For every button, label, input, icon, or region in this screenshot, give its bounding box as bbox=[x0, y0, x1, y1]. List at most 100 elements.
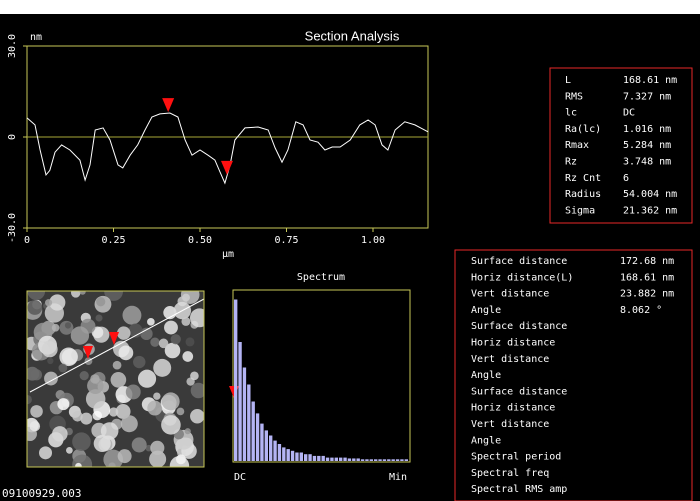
spectrum-bar bbox=[326, 458, 329, 461]
spectrum-bar bbox=[383, 459, 386, 461]
grain bbox=[162, 392, 180, 410]
grain bbox=[30, 405, 43, 418]
roughness-value: DC bbox=[623, 108, 635, 119]
roughness-label: lc bbox=[565, 108, 577, 119]
grain bbox=[177, 408, 185, 416]
grain bbox=[52, 324, 60, 332]
spectrum-bar bbox=[256, 413, 259, 461]
x-tick-label: 0.50 bbox=[188, 235, 212, 246]
spectrum-bar bbox=[287, 449, 290, 461]
top-bar bbox=[0, 0, 700, 14]
spectrum-bar bbox=[357, 458, 360, 461]
spectrum-bar bbox=[278, 444, 281, 461]
distance-label: Horiz distance bbox=[471, 338, 555, 349]
distance-value: 168.61 nm bbox=[620, 272, 674, 283]
spectrum-title: Spectrum bbox=[297, 272, 345, 283]
grain bbox=[95, 314, 102, 321]
distance-value: 8.062 ° bbox=[620, 305, 662, 316]
distance-label: Angle bbox=[471, 435, 501, 446]
grain bbox=[133, 356, 145, 368]
grain bbox=[190, 372, 199, 381]
grain bbox=[153, 359, 171, 377]
roughness-value: 54.004 nm bbox=[623, 189, 677, 200]
spectrum-bar bbox=[343, 458, 346, 461]
distance-label: Vert distance bbox=[471, 419, 549, 430]
roughness-label: Ra(lc) bbox=[565, 124, 601, 135]
grain bbox=[121, 415, 138, 432]
distance-label: Spectral freq bbox=[471, 468, 549, 479]
distance-label: Spectral period bbox=[471, 452, 561, 463]
grain bbox=[72, 411, 83, 422]
roughness-label: L bbox=[565, 75, 571, 86]
spectrum-bar bbox=[400, 459, 403, 461]
distance-label: Horiz distance bbox=[471, 403, 555, 414]
page: Section Analysis nm µm Spectrum DC Min 0… bbox=[0, 0, 700, 501]
distance-label: Angle bbox=[471, 370, 501, 381]
roughness-label: Sigma bbox=[565, 205, 595, 216]
spectrum-bar bbox=[392, 459, 395, 461]
distance-label: Vert distance bbox=[471, 289, 549, 300]
spectrum-bar bbox=[387, 459, 390, 461]
spectrum-bar bbox=[304, 454, 307, 461]
grain bbox=[159, 339, 169, 349]
distance-label: Surface distance bbox=[471, 386, 567, 397]
grain bbox=[109, 407, 118, 416]
x-tick-label: 0.75 bbox=[274, 235, 298, 246]
grain bbox=[150, 441, 164, 455]
y-tick-label: 0 bbox=[7, 134, 18, 140]
roughness-label: Rz bbox=[565, 157, 577, 168]
afm-image bbox=[23, 282, 209, 475]
grain bbox=[190, 409, 204, 423]
spectrum-bar bbox=[361, 459, 364, 461]
grain bbox=[138, 370, 156, 388]
grain bbox=[147, 318, 155, 326]
spectrum-bar bbox=[339, 458, 342, 461]
grain bbox=[47, 358, 53, 364]
x-tick-label: 0 bbox=[24, 235, 30, 246]
roughness-value: 1.016 nm bbox=[623, 124, 671, 135]
roughness-label: Rmax bbox=[565, 140, 589, 151]
grain bbox=[117, 326, 130, 339]
x-tick-label: 0.25 bbox=[101, 235, 125, 246]
screen: Section Analysis nm µm Spectrum DC Min 0… bbox=[0, 0, 700, 501]
spectrum-bar bbox=[374, 459, 377, 461]
x-axis-label: µm bbox=[222, 249, 234, 260]
distance-value: 172.68 nm bbox=[620, 256, 674, 267]
spectrum-bar bbox=[234, 300, 237, 462]
spectrum-bar bbox=[269, 436, 272, 462]
grain bbox=[45, 299, 52, 306]
grain bbox=[182, 351, 193, 362]
roughness-value: 7.327 nm bbox=[623, 91, 671, 102]
distance-label: Surface distance bbox=[471, 256, 567, 267]
grain bbox=[182, 294, 190, 302]
grain bbox=[176, 454, 186, 464]
grain bbox=[57, 398, 69, 410]
grain bbox=[42, 341, 58, 357]
spectrum-bar bbox=[291, 451, 294, 461]
spectrum-bar bbox=[322, 456, 325, 461]
grain bbox=[171, 334, 181, 344]
grain bbox=[185, 428, 191, 434]
spectrum-bar bbox=[300, 453, 303, 462]
grain bbox=[119, 346, 134, 361]
spectrum-bar bbox=[396, 459, 399, 461]
spectrum-bar bbox=[370, 459, 373, 461]
distance-label: Spectral RMS amp bbox=[471, 484, 567, 495]
roughness-value: 21.362 nm bbox=[623, 205, 677, 216]
spectrum-bar bbox=[330, 458, 333, 461]
roughness-value: 168.61 nm bbox=[623, 75, 677, 86]
grain bbox=[183, 438, 192, 447]
grain bbox=[164, 321, 178, 335]
grain bbox=[30, 421, 40, 431]
roughness-value: 3.748 nm bbox=[623, 157, 671, 168]
roughness-label: Radius bbox=[565, 189, 601, 200]
grain bbox=[101, 422, 119, 440]
grain bbox=[122, 306, 141, 325]
grain bbox=[111, 372, 127, 388]
spectrum-bar bbox=[238, 342, 241, 461]
spectrum-bar bbox=[282, 447, 285, 461]
y-tick-label: -30.0 bbox=[7, 213, 18, 243]
distance-label: Angle bbox=[471, 305, 501, 316]
grain bbox=[181, 317, 190, 326]
spectrum-x-end: Min bbox=[389, 472, 407, 483]
